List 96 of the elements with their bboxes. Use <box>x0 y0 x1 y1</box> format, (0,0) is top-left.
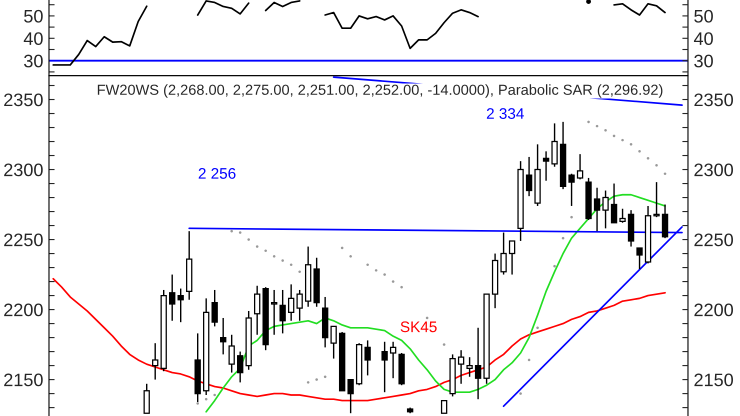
point <box>213 394 216 396</box>
candlestick <box>279 289 286 334</box>
candlestick <box>347 378 354 414</box>
candlestick <box>542 150 550 182</box>
point <box>596 124 598 128</box>
y-tick-label: 2350 <box>4 93 43 106</box>
candlestick <box>474 327 482 400</box>
point <box>340 246 344 250</box>
y2-tick-label: 40 <box>694 32 713 46</box>
point <box>349 255 352 258</box>
candlestick <box>653 181 660 218</box>
y-tick-label: 50 <box>24 10 43 23</box>
candlestick <box>220 317 226 356</box>
point <box>528 358 530 362</box>
point <box>646 157 650 160</box>
point <box>383 273 386 276</box>
candlestick <box>254 285 260 336</box>
candlestick <box>212 289 218 328</box>
point <box>290 263 292 266</box>
point <box>400 286 403 288</box>
candlestick <box>602 190 609 230</box>
point <box>587 120 590 124</box>
point <box>272 255 276 258</box>
candlestick <box>364 340 371 376</box>
y2-tick-label: 50 <box>694 10 713 23</box>
y2-tick-label: 2300 <box>694 163 733 176</box>
line-series <box>52 278 666 402</box>
y2-tick-label: 30 <box>694 54 713 68</box>
candlestick <box>458 349 464 384</box>
candlestick <box>381 341 388 393</box>
candlestick <box>466 356 473 378</box>
point <box>204 398 208 400</box>
point <box>374 269 378 272</box>
point <box>256 245 258 248</box>
candlestick <box>237 350 244 384</box>
annotation: 2 256 <box>198 168 236 179</box>
line-series <box>205 194 666 413</box>
point <box>655 164 658 167</box>
y-tick-label: 2300 <box>4 163 43 176</box>
point <box>315 378 318 381</box>
point <box>612 134 616 138</box>
candlestick <box>610 182 618 224</box>
point <box>230 230 233 232</box>
point <box>604 129 607 132</box>
candlestick <box>662 204 668 239</box>
candlestick <box>330 326 337 360</box>
y-tick-label: 40 <box>24 32 43 46</box>
annotation: 2 334 <box>486 108 524 119</box>
candlestick <box>594 187 600 232</box>
candlestick <box>228 334 235 374</box>
candlestick <box>526 156 532 197</box>
point <box>553 264 556 268</box>
text: SK45 <box>400 321 437 332</box>
point <box>630 143 632 146</box>
point <box>306 381 310 384</box>
y-tick-label: 30 <box>24 54 43 68</box>
candlestick <box>576 153 584 180</box>
candlestick <box>568 173 575 207</box>
point <box>638 150 641 153</box>
point <box>664 172 666 176</box>
candlestick <box>619 208 626 224</box>
candlestick <box>152 342 158 380</box>
candlestick <box>500 232 507 276</box>
point <box>298 270 301 274</box>
point <box>519 392 522 395</box>
point <box>536 326 539 330</box>
y-tick-label: 2150 <box>4 374 43 386</box>
candlestick <box>636 247 643 270</box>
candlestick <box>508 240 516 276</box>
point <box>570 216 573 218</box>
candlestick <box>296 289 303 322</box>
candlestick <box>178 288 184 323</box>
candlestick <box>551 122 558 168</box>
y2-tick-label: 2350 <box>694 93 733 106</box>
y2-tick-label: 2150 <box>694 374 733 386</box>
candlestick <box>390 341 396 379</box>
y2-tick-label: 2250 <box>694 233 733 246</box>
y-tick-label: 2200 <box>4 304 43 316</box>
y-tick-label: 2250 <box>4 233 43 246</box>
candlestick <box>169 274 176 322</box>
text: FW20WS (2,268.00, 2,275.00, 2,251.00, 2,252.00, -14.0000), Parabolic SAR (2,296.92) <box>98 84 662 98</box>
point <box>392 280 394 283</box>
point <box>196 402 199 405</box>
point <box>621 138 624 142</box>
point <box>238 231 242 234</box>
point <box>562 236 564 240</box>
point <box>324 375 326 378</box>
candlestick <box>270 289 278 336</box>
point <box>247 238 250 241</box>
point <box>442 343 446 346</box>
point <box>426 316 428 320</box>
candlestick <box>288 284 294 322</box>
y2-tick-label: 2200 <box>694 304 733 316</box>
point <box>281 259 284 262</box>
point <box>264 249 267 252</box>
point <box>366 263 369 266</box>
